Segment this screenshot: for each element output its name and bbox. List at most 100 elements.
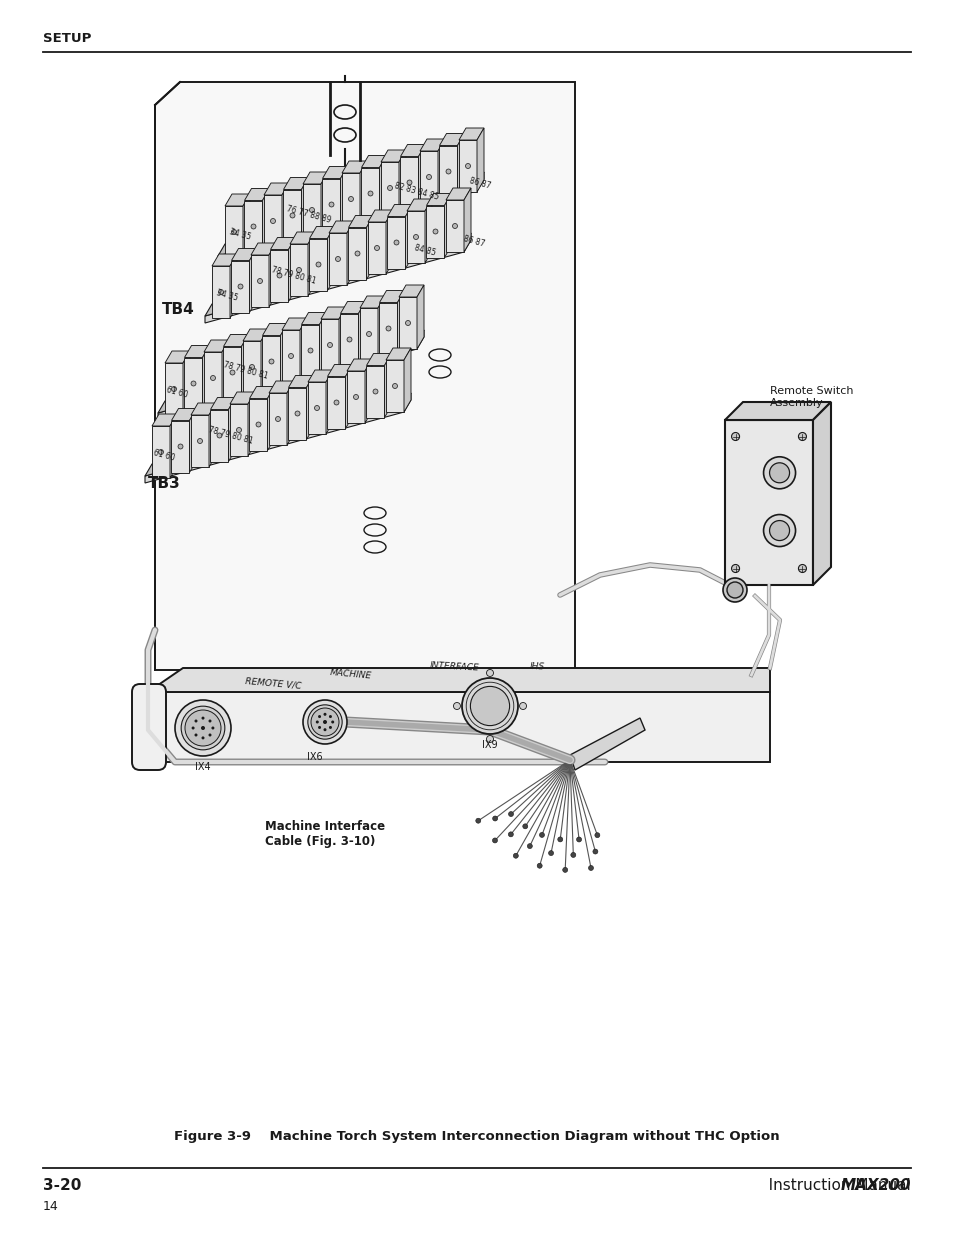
Polygon shape — [262, 189, 269, 252]
Polygon shape — [457, 133, 464, 198]
Polygon shape — [387, 216, 405, 268]
Circle shape — [237, 284, 243, 289]
Circle shape — [317, 726, 321, 729]
Polygon shape — [205, 245, 463, 324]
Circle shape — [329, 726, 332, 729]
Text: 61 60: 61 60 — [152, 448, 175, 463]
Polygon shape — [248, 391, 254, 456]
Polygon shape — [306, 375, 314, 440]
Polygon shape — [184, 357, 202, 410]
Polygon shape — [251, 254, 269, 308]
Circle shape — [486, 736, 493, 742]
FancyBboxPatch shape — [132, 684, 166, 769]
Circle shape — [250, 364, 254, 369]
Polygon shape — [262, 336, 280, 388]
Polygon shape — [386, 348, 411, 359]
Circle shape — [334, 400, 338, 405]
Circle shape — [185, 710, 221, 746]
Circle shape — [194, 720, 197, 722]
Polygon shape — [282, 330, 299, 382]
Polygon shape — [361, 168, 379, 220]
Polygon shape — [303, 172, 328, 184]
Polygon shape — [288, 237, 295, 301]
Polygon shape — [158, 342, 416, 420]
Polygon shape — [329, 221, 354, 233]
Circle shape — [522, 824, 527, 829]
Circle shape — [470, 687, 509, 726]
Text: 34 35: 34 35 — [214, 289, 238, 303]
Text: TB3: TB3 — [148, 477, 180, 492]
Circle shape — [294, 411, 299, 416]
Circle shape — [558, 837, 562, 842]
Polygon shape — [230, 391, 254, 404]
Polygon shape — [225, 194, 250, 206]
Polygon shape — [282, 183, 289, 247]
Circle shape — [476, 819, 480, 824]
Polygon shape — [405, 205, 412, 268]
Polygon shape — [165, 351, 190, 363]
Circle shape — [366, 331, 371, 336]
Polygon shape — [400, 144, 425, 157]
Polygon shape — [365, 359, 372, 424]
Circle shape — [311, 708, 338, 736]
Circle shape — [392, 384, 397, 389]
Polygon shape — [377, 296, 385, 359]
Polygon shape — [379, 156, 386, 220]
Circle shape — [335, 257, 340, 262]
Polygon shape — [172, 420, 190, 473]
Circle shape — [762, 457, 795, 489]
Polygon shape — [223, 335, 248, 347]
Polygon shape — [322, 167, 347, 179]
Polygon shape — [341, 161, 367, 173]
Polygon shape — [327, 364, 352, 377]
Text: 78 79 80 81: 78 79 80 81 — [270, 266, 316, 287]
Circle shape — [271, 219, 275, 224]
Text: Machine Interface
Cable (Fig. 3-10): Machine Interface Cable (Fig. 3-10) — [265, 820, 385, 848]
Polygon shape — [340, 167, 347, 231]
Polygon shape — [341, 173, 359, 225]
Polygon shape — [218, 184, 476, 263]
Polygon shape — [322, 179, 340, 231]
Text: INTERFACE: INTERFACE — [430, 662, 479, 673]
Circle shape — [453, 703, 460, 709]
Circle shape — [276, 273, 282, 278]
Circle shape — [181, 706, 225, 750]
Polygon shape — [724, 420, 812, 585]
Circle shape — [348, 196, 354, 201]
Circle shape — [209, 734, 212, 736]
Circle shape — [537, 863, 541, 868]
Circle shape — [212, 726, 214, 730]
Polygon shape — [212, 266, 230, 317]
Circle shape — [726, 582, 742, 598]
Polygon shape — [338, 308, 346, 370]
Polygon shape — [348, 227, 366, 279]
Circle shape — [413, 235, 418, 240]
Polygon shape — [426, 194, 451, 205]
Polygon shape — [271, 237, 295, 249]
Polygon shape — [172, 409, 196, 420]
Text: 86 87: 86 87 — [461, 235, 485, 249]
Polygon shape — [386, 359, 403, 412]
Circle shape — [236, 427, 241, 432]
Polygon shape — [202, 346, 210, 410]
Polygon shape — [269, 393, 287, 445]
Circle shape — [290, 212, 294, 219]
Text: SETUP: SETUP — [43, 32, 91, 44]
Polygon shape — [386, 210, 393, 274]
Circle shape — [762, 515, 795, 547]
Polygon shape — [358, 301, 365, 366]
Polygon shape — [225, 206, 243, 258]
Polygon shape — [148, 692, 769, 762]
Text: 3-20: 3-20 — [43, 1178, 81, 1193]
Circle shape — [347, 337, 352, 342]
Circle shape — [201, 716, 204, 720]
Polygon shape — [416, 330, 423, 350]
Polygon shape — [366, 215, 374, 279]
Polygon shape — [154, 82, 575, 671]
Polygon shape — [380, 162, 398, 214]
Circle shape — [201, 726, 205, 730]
Polygon shape — [403, 348, 411, 412]
Circle shape — [209, 720, 212, 722]
Circle shape — [315, 720, 318, 724]
Text: 82 83 84 85: 82 83 84 85 — [393, 182, 438, 203]
